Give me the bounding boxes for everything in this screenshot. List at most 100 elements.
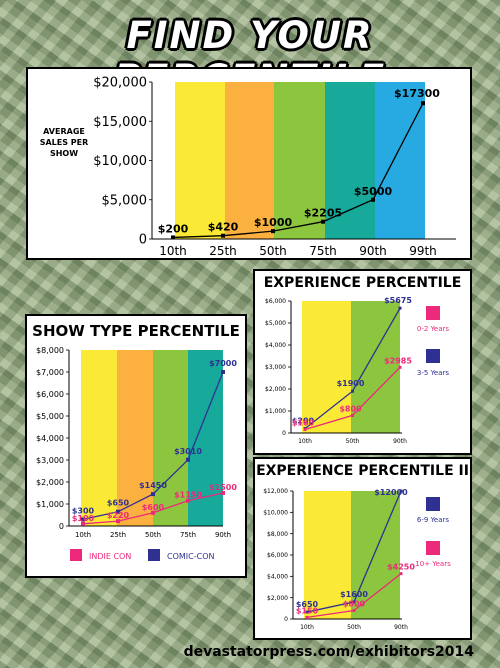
- chart-title: EXPERIENCE PERCENTILE: [263, 275, 462, 291]
- data-point: [398, 306, 402, 310]
- y-tick-label: $10,000: [93, 154, 147, 169]
- y-tick-label: $8,000: [267, 531, 288, 538]
- x-tick-label: 99th: [409, 244, 437, 258]
- data-point: [371, 197, 375, 202]
- data-point: [151, 492, 155, 497]
- legend-label: 6-9 Years: [417, 516, 449, 524]
- legend-swatch: [426, 306, 440, 320]
- percentile-band: [175, 82, 225, 239]
- legend-swatch: [426, 349, 440, 363]
- y-tick-label: 0: [139, 233, 147, 248]
- percentile-band: [375, 82, 425, 239]
- x-tick-label: 10th: [159, 244, 187, 258]
- legend-swatch: [426, 497, 440, 511]
- show-type-chart-panel: SHOW TYPE PERCENTILE 0 $1,000 $2,000 $3,000…: [25, 314, 247, 578]
- y-tick-label: $2,000: [36, 478, 64, 487]
- data-label: $5000: [354, 185, 393, 198]
- data-label: $5675: [384, 296, 412, 305]
- data-label: $650: [107, 499, 130, 508]
- data-label: $1450: [139, 481, 167, 490]
- y-tick-label: $1,000: [36, 500, 64, 509]
- data-label: $160: [292, 418, 315, 427]
- data-label: $800: [339, 404, 362, 413]
- data-label: $2985: [384, 356, 412, 365]
- data-point: [151, 510, 155, 515]
- data-point: [421, 101, 425, 106]
- data-point: [399, 489, 403, 493]
- data-label: $420: [208, 221, 239, 234]
- y-tick-label: $15,000: [93, 115, 147, 130]
- data-label: $1900: [337, 379, 365, 388]
- data-label: $3010: [174, 447, 202, 456]
- percentile-band: [304, 491, 351, 619]
- y-tick-label: $3,000: [265, 364, 286, 371]
- average-sales-chart: 0 $5,000 $10,000 $15,000 $20,000 10th 25th 50th…: [93, 76, 456, 258]
- data-point: [221, 233, 225, 238]
- series-line: [172, 102, 424, 239]
- y-tick-label: 0: [59, 522, 64, 531]
- experience-chart-panel: EXPERIENCE PERCENTILE 0 $1,000 $2,000 $3,00…: [253, 269, 472, 455]
- legend-label: 3-5 Years: [417, 369, 449, 377]
- percentile-band: [325, 82, 375, 239]
- data-label: $17300: [394, 87, 440, 100]
- data-label: $150: [296, 606, 319, 615]
- data-label: $1500: [209, 483, 237, 492]
- data-point: [305, 610, 309, 614]
- x-tick-label: 90th: [393, 438, 407, 445]
- data-label: $650: [296, 600, 319, 609]
- percentile-band: [225, 82, 274, 239]
- data-point: [221, 491, 225, 495]
- data-point: [351, 389, 354, 393]
- x-tick-label: 10th: [75, 531, 91, 539]
- x-tick-label: 50th: [259, 244, 287, 258]
- data-label: $2205: [304, 207, 342, 220]
- y-tick-label: $6,000: [267, 552, 288, 559]
- y-tick-label: $4,000: [265, 342, 286, 349]
- data-label: $12000: [374, 488, 408, 497]
- y-tick-label: $2,000: [265, 386, 286, 393]
- data-point: [116, 519, 120, 524]
- data-label: $200: [292, 417, 315, 426]
- x-tick-label: 10th: [298, 438, 312, 445]
- data-label: $300: [72, 506, 95, 515]
- y-tick-label: $3,000: [36, 456, 64, 465]
- x-tick-label: 50th: [347, 624, 361, 631]
- legend-swatch: [70, 549, 82, 561]
- x-tick-label: 75th: [180, 531, 196, 539]
- percentile-band: [81, 350, 117, 526]
- legend-swatch: [148, 549, 160, 561]
- footer-url: devastatorpress.com/exhibitors2014: [183, 644, 474, 660]
- average-sales-chart-panel: AVERAGE SALES PER SHOW 0 $5,000 $10,000 $15…: [26, 67, 472, 260]
- y-tick-label: 0: [282, 430, 286, 437]
- data-point: [81, 517, 85, 522]
- y-tick-label: $5,000: [102, 193, 148, 208]
- experience-ii-chart-panel: EXPERIENCE PERCENTILE II 0 $2,000 $4,000 $6…: [253, 457, 472, 640]
- data-label: $1150: [174, 491, 202, 500]
- legend-swatch: [426, 541, 440, 555]
- percentile-band: [153, 350, 188, 526]
- data-label: $800: [343, 599, 366, 608]
- data-label: $1600: [340, 590, 368, 599]
- y-tick-label: $20,000: [93, 76, 147, 91]
- x-tick-label: 50th: [145, 531, 161, 539]
- y-tick-label: $12,000: [263, 488, 288, 495]
- data-point: [116, 509, 120, 514]
- x-tick-label: 90th: [215, 531, 231, 539]
- y-tick-label: $2,000: [267, 595, 288, 602]
- data-point: [321, 219, 325, 224]
- data-point: [271, 229, 275, 234]
- data-label: $4250: [387, 563, 415, 572]
- chart-title: SHOW TYPE PERCENTILE: [32, 322, 240, 340]
- y-tick-label: $4,000: [36, 434, 64, 443]
- y-tick-label: $8,000: [36, 346, 64, 355]
- y-tick-label: $10,000: [263, 509, 288, 516]
- y-tick-label: $5,000: [36, 412, 64, 421]
- experience-ii-chart: 0 $2,000 $4,000 $6,000 $8,000 $10,000 $12,000 1…: [263, 488, 451, 631]
- data-point: [352, 608, 356, 612]
- x-tick-label: 10th: [300, 624, 314, 631]
- x-tick-label: 90th: [394, 624, 408, 631]
- y-tick-label: $7,000: [36, 368, 64, 377]
- legend-label: COMIC-CON: [167, 552, 215, 561]
- data-point: [398, 365, 402, 369]
- data-label: $100: [72, 514, 95, 523]
